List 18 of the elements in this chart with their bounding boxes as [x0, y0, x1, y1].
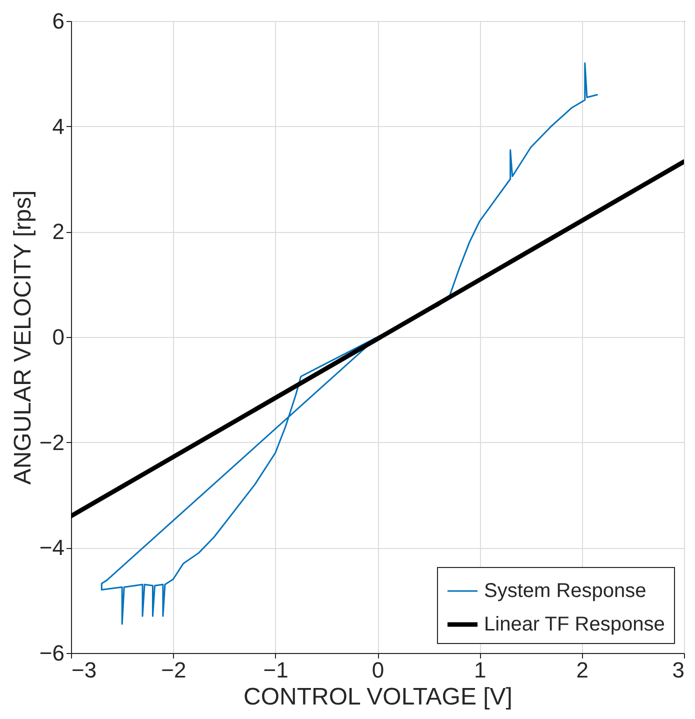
y-tick-label: 2: [52, 219, 64, 244]
x-tick-label: 3: [672, 658, 684, 682]
x-tick-label: −2: [161, 658, 186, 682]
legend-label: System Response: [484, 580, 646, 602]
x-tick-label: −3: [72, 658, 97, 682]
y-tick-label: 4: [52, 114, 64, 139]
y-tick-label: −6: [39, 640, 64, 666]
y-tick-label: 0: [52, 324, 64, 350]
legend-label: Linear TF Response: [484, 614, 665, 636]
x-tick-label: 0: [372, 658, 384, 682]
x-tick-label: 2: [576, 658, 588, 682]
y-tick-label: −2: [39, 430, 64, 455]
y-axis-title: ANGULAR VELOCITY [rps]: [9, 190, 36, 485]
x-tick-label: −1: [263, 658, 288, 682]
x-axis-title: CONTROL VOLTAGE [V]: [244, 684, 512, 710]
y-tick-label: 6: [52, 8, 64, 34]
y-tick-label: −4: [39, 535, 64, 560]
x-tick-label: 1: [474, 658, 486, 682]
